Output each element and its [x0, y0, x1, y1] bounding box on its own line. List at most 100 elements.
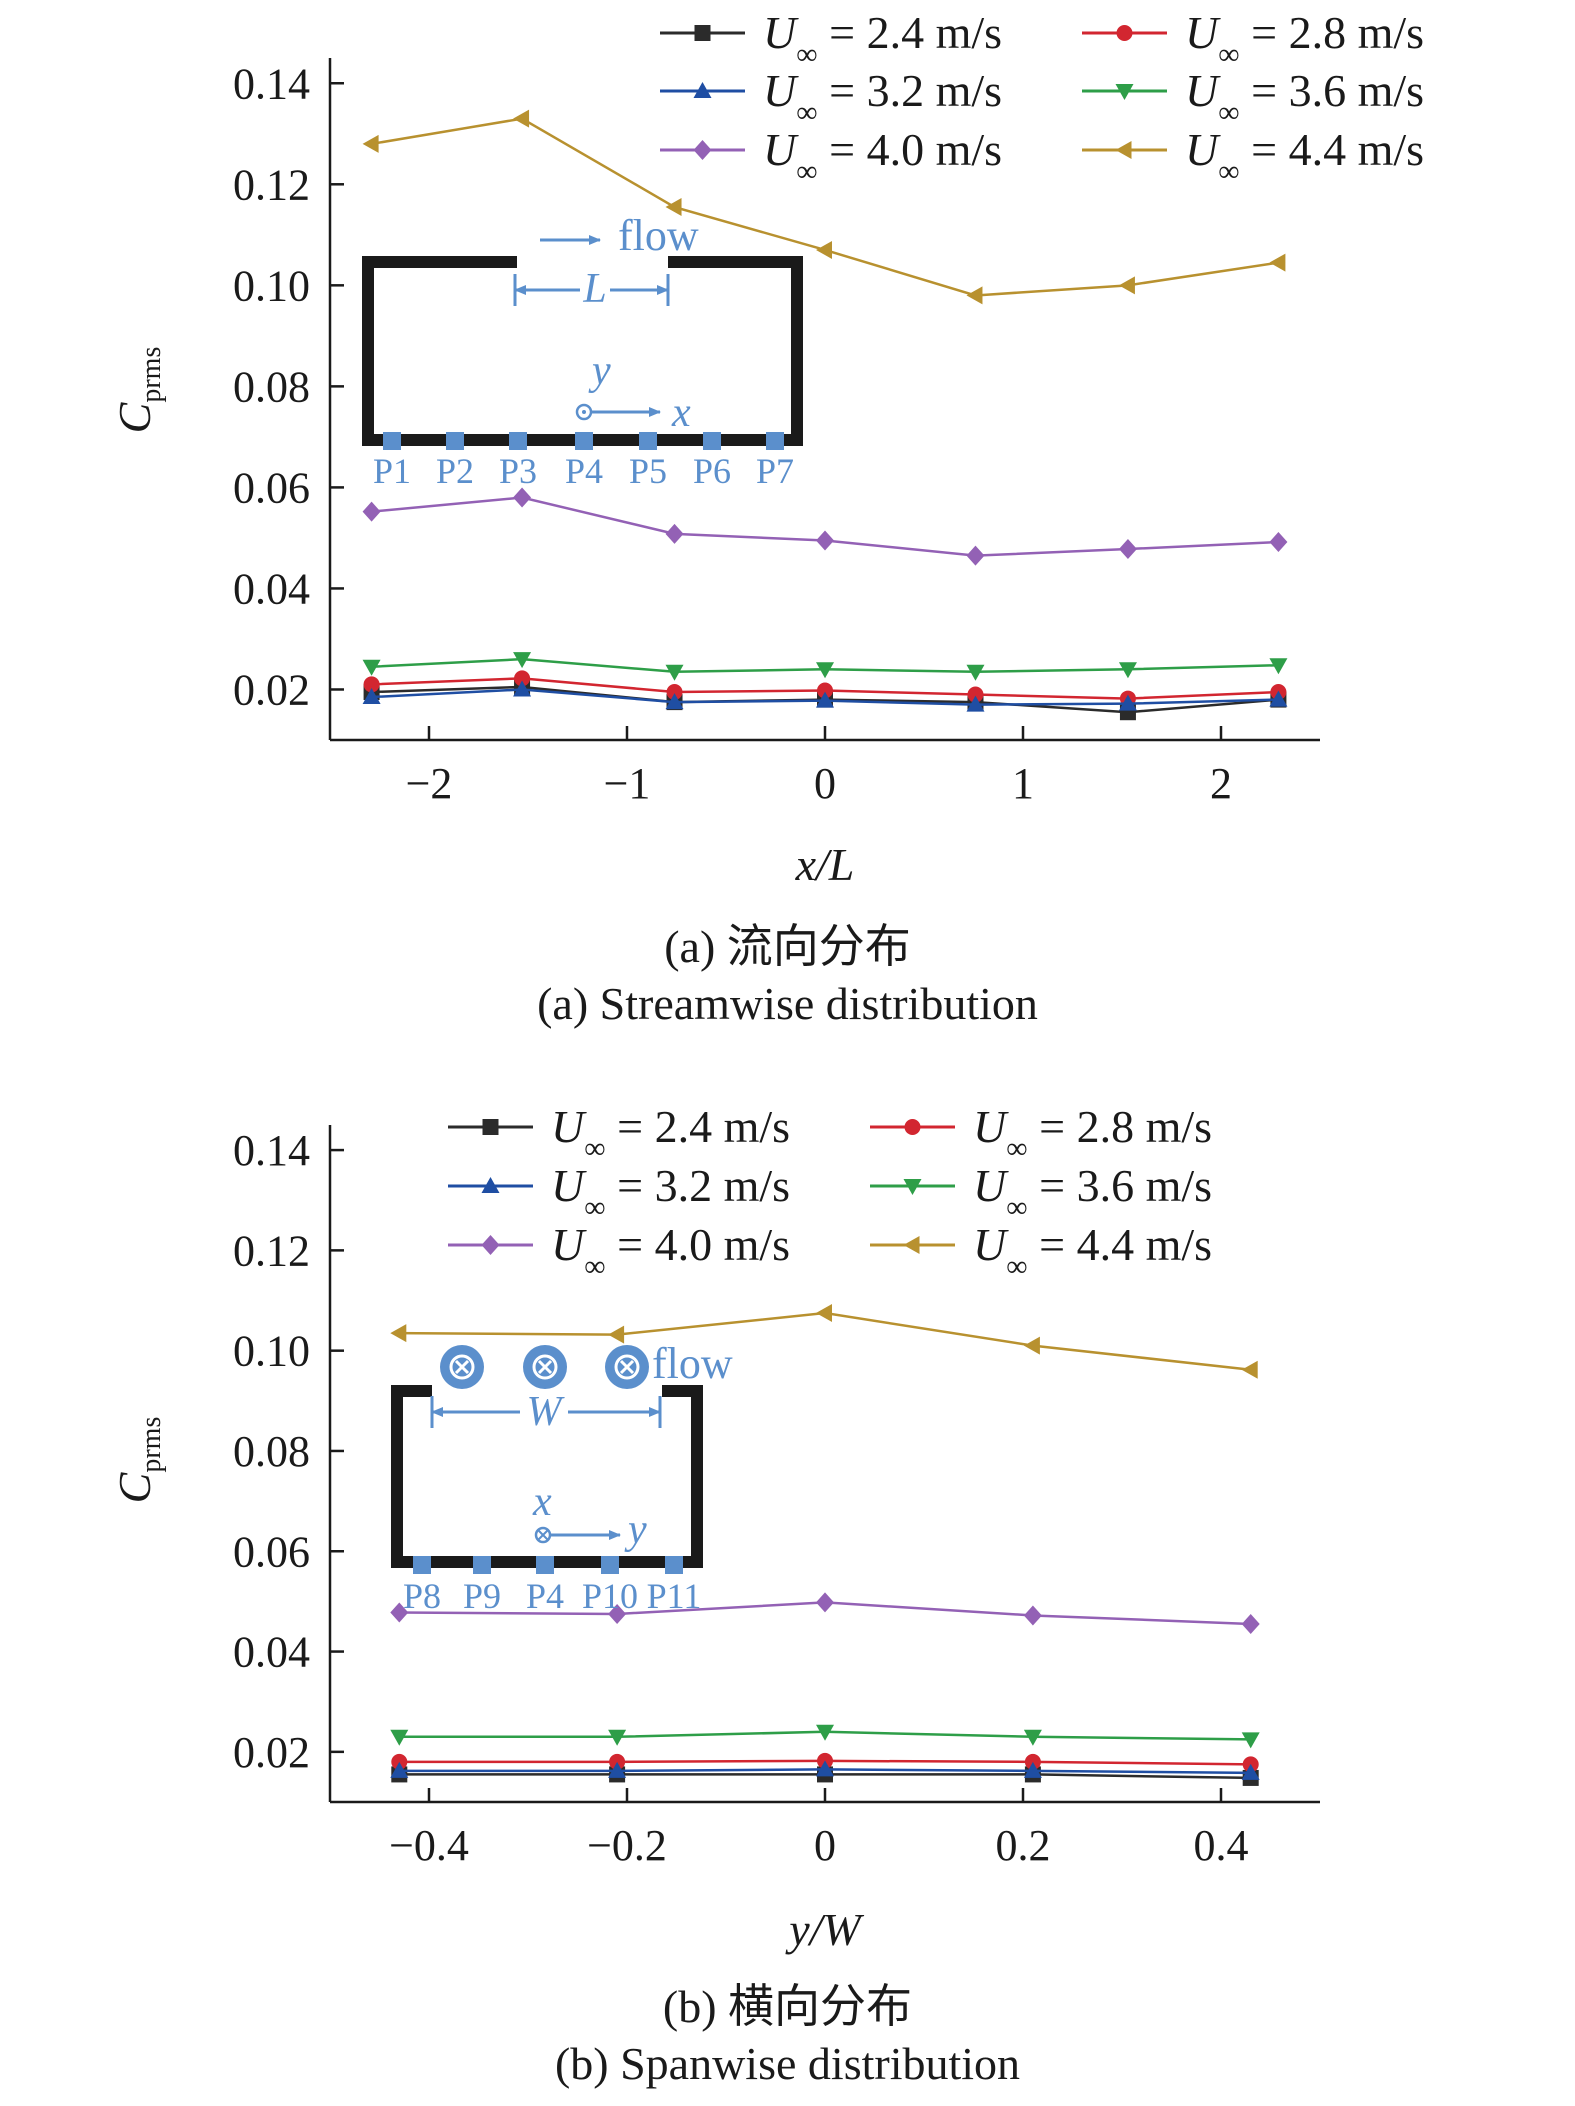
probe-label: P7 [756, 451, 794, 491]
data-point [514, 670, 531, 687]
panel-b-probes: P8 P9 P4 P10 P11 [403, 1556, 701, 1616]
data-point [816, 1724, 834, 1741]
legend-label: U∞ = 3.2 m/s [551, 1160, 790, 1224]
legend-label: U∞ = 4.4 m/s [1185, 124, 1424, 188]
probe-marker [575, 432, 593, 450]
probe-label: P8 [403, 1576, 441, 1616]
data-point [513, 680, 532, 697]
panel-b-axis-y-label: y [624, 1507, 647, 1553]
data-point [816, 1592, 834, 1613]
probe-marker [703, 432, 721, 450]
data-point [966, 695, 985, 712]
legend-item: U∞ = 3.2 m/s [660, 65, 1002, 129]
legend-item: U∞ = 4.4 m/s [870, 1219, 1212, 1283]
probe-label: P5 [629, 451, 667, 491]
data-point [362, 688, 381, 705]
data-point [1024, 1753, 1041, 1770]
data-point [816, 240, 832, 259]
legend-item: U∞ = 4.4 m/s [1082, 124, 1424, 188]
legend-label: U∞ = 3.6 m/s [1185, 65, 1424, 129]
legend-item: U∞ = 2.8 m/s [1082, 7, 1424, 71]
data-point [966, 545, 985, 566]
legend-marker [1115, 84, 1134, 100]
panel-b-series [390, 1304, 1260, 1786]
legend-marker [481, 1235, 500, 1255]
data-point [1118, 276, 1135, 295]
series-4 [390, 1724, 1260, 1749]
data-point [816, 530, 834, 551]
legend-marker [1116, 25, 1133, 41]
panel-a-probes: P1 P2 P3 P4 P5 P6 P7 [373, 432, 794, 491]
flow-into-page-icon [523, 1345, 567, 1389]
data-point [1241, 1732, 1260, 1749]
data-point [513, 109, 530, 128]
y-tick-label: 0.08 [233, 1427, 310, 1476]
legend-item: U∞ = 4.0 m/s [660, 124, 1002, 188]
data-point [966, 664, 985, 681]
probe-label: P3 [499, 451, 537, 491]
x-tick-label: −0.2 [587, 1821, 667, 1870]
legend-label: U∞ = 2.4 m/s [551, 1101, 790, 1165]
y-tick-label: 0.14 [233, 59, 310, 108]
data-point [513, 487, 532, 508]
data-point [362, 501, 381, 522]
data-point [1269, 531, 1288, 552]
legend-marker [903, 1179, 922, 1195]
data-point [966, 286, 983, 305]
legend-marker [693, 140, 712, 160]
data-point [665, 198, 682, 217]
y-tick-label: 0.06 [233, 463, 310, 512]
panel-b-legend: U∞ = 2.4 m/s U∞ = 2.8 m/sU∞ = 3.2 m/s U∞ =… [448, 1101, 1212, 1283]
probe-label: P4 [565, 451, 603, 491]
panel-b-y-axis-label-sub: prms [136, 1417, 167, 1473]
data-point [1023, 1729, 1042, 1746]
flow-into-page-icon [605, 1345, 649, 1389]
legend-label: U∞ = 2.4 m/s [763, 7, 1002, 71]
probe-marker [473, 1556, 491, 1574]
legend-item: U∞ = 4.0 m/s [448, 1219, 790, 1283]
probe-marker [665, 1556, 683, 1574]
x-tick-label: −0.4 [389, 1821, 469, 1870]
y-tick-label: 0.10 [233, 261, 310, 310]
x-tick-label: 0 [814, 1821, 836, 1870]
panel-a-chart: 0.02 0.04 0.06 0.08 0.10 0.12 0.14 −2 −1 0 1 2 Cpr… [109, 7, 1424, 890]
y-tick-label: 0.04 [233, 564, 310, 613]
data-point [363, 676, 380, 693]
data-point [362, 134, 379, 153]
y-tick-label: 0.14 [233, 1126, 310, 1175]
probe-label: P2 [436, 451, 474, 491]
legend-marker [904, 1119, 921, 1135]
data-point [1241, 1613, 1260, 1634]
probe-marker [509, 432, 527, 450]
panel-a-inset-diagram: flow L y x P1 P2 P3 P4 P5 P6 P7 [362, 211, 803, 491]
x-tick-label: 0.4 [1194, 1821, 1249, 1870]
data-point [665, 693, 684, 710]
panel-b-caption-cn: (b) 横向分布 [662, 1981, 913, 2032]
panel-b-x-ticks: −0.4 −0.2 0 0.2 0.4 [389, 1788, 1249, 1870]
legend-marker [481, 1177, 500, 1193]
legend-marker [903, 1236, 920, 1254]
legend-marker [482, 1119, 499, 1135]
y-tick-label: 0.10 [233, 1327, 310, 1376]
probe-label: P6 [693, 451, 731, 491]
data-point [362, 659, 381, 676]
legend-label: U∞ = 4.4 m/s [973, 1219, 1212, 1283]
legend-item: U∞ = 2.4 m/s [660, 7, 1002, 71]
panel-b-axis-origin-cross-2 [537, 1529, 549, 1541]
probe-marker [446, 432, 464, 450]
probe-marker [536, 1556, 554, 1574]
x-tick-label: −1 [604, 759, 651, 808]
data-point [816, 1760, 834, 1777]
legend-label: U∞ = 4.0 m/s [551, 1219, 790, 1283]
panel-a-axis-y-label: y [588, 348, 611, 394]
data-point [390, 1602, 409, 1623]
series-4 [362, 652, 1288, 681]
probe-marker [639, 432, 657, 450]
panel-a-axis-x-label: x [671, 390, 691, 436]
panel-b-chart: 0.02 0.04 0.06 0.08 0.10 0.12 0.14 −0.4 −0.2 0 0.… [109, 1101, 1320, 1955]
legend-label: U∞ = 2.8 m/s [1185, 7, 1424, 71]
data-point [390, 1761, 409, 1778]
x-tick-label: 1 [1012, 759, 1034, 808]
legend-marker [1115, 141, 1132, 159]
